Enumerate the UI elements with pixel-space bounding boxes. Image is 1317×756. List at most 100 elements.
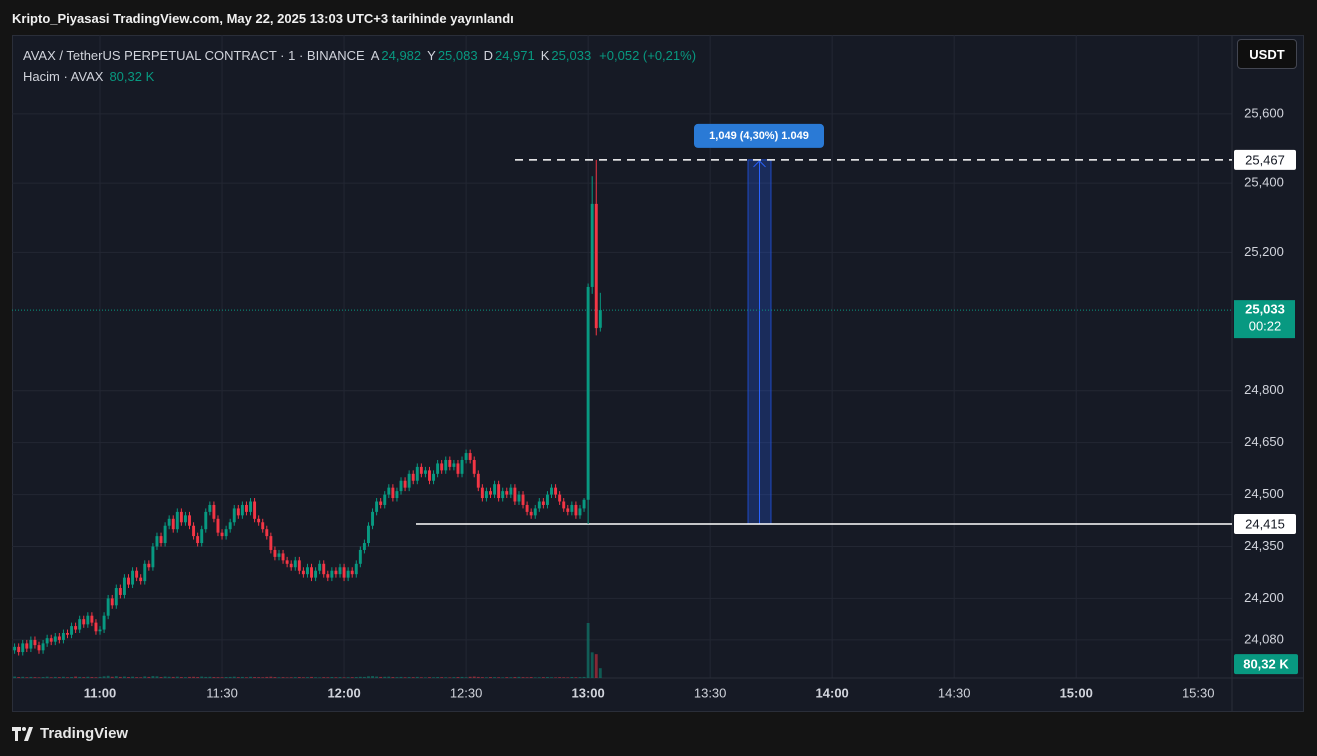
candle-body xyxy=(570,504,574,512)
candle-body xyxy=(175,511,179,530)
candle-body xyxy=(541,501,545,505)
candle-body xyxy=(82,619,86,625)
volume-bar xyxy=(322,677,326,678)
volume-bar xyxy=(200,676,204,678)
volume-bar xyxy=(78,676,82,678)
volume-bar xyxy=(432,677,435,678)
change: +0,052 (+0,21%) xyxy=(599,48,697,63)
candle-body xyxy=(440,463,444,471)
candle-body xyxy=(501,491,505,499)
candle-body xyxy=(460,459,464,474)
candle-body xyxy=(375,501,379,512)
candle-body xyxy=(432,473,436,481)
volume-bar xyxy=(318,677,322,678)
volume-bar xyxy=(509,677,513,678)
volume-bar xyxy=(240,676,244,678)
candle-body xyxy=(179,511,183,523)
volume-bar xyxy=(29,676,33,678)
candle-body xyxy=(155,536,159,547)
candle-body xyxy=(468,453,472,460)
volume-bar xyxy=(143,676,147,678)
symbol: AVAX / TetherUS PERPETUAL CONTRACT · 1 ·… xyxy=(23,48,365,63)
volume-bar xyxy=(505,677,509,678)
candle-body xyxy=(533,508,537,516)
volume-bar xyxy=(436,677,440,678)
volume-bar xyxy=(13,676,17,678)
candle-body xyxy=(322,563,326,575)
volume-bar xyxy=(440,677,444,678)
volume-bar xyxy=(456,677,460,678)
page-title: Kripto_Piyasasi TradingView.com, May 22,… xyxy=(12,11,514,26)
candle-body xyxy=(277,553,281,557)
volume-bar xyxy=(131,676,134,678)
x-tick-label: 15:00 xyxy=(1060,685,1093,700)
candle-body xyxy=(346,570,350,578)
candle-body xyxy=(70,626,74,635)
candle-body xyxy=(326,574,330,578)
volume-bar xyxy=(204,676,208,678)
candle-body xyxy=(525,504,529,512)
x-tick-label: 15:30 xyxy=(1182,685,1215,700)
volume-bar xyxy=(521,677,525,678)
candle-body xyxy=(171,518,175,530)
volume-bar xyxy=(70,677,73,678)
volume-bar xyxy=(558,677,562,678)
volume-bar xyxy=(147,676,151,678)
ohlc-value: 25,083 xyxy=(437,48,478,63)
volume-bar xyxy=(541,677,545,678)
volume-bar xyxy=(208,676,212,678)
currency-button[interactable]: USDT xyxy=(1237,39,1297,69)
volume-bar xyxy=(371,676,374,678)
volume-bar xyxy=(45,676,49,678)
candle-body xyxy=(61,633,65,640)
candle-body xyxy=(419,466,423,474)
y-tick-label: 24,350 xyxy=(1244,538,1284,553)
measure-label-bg xyxy=(694,123,824,148)
last-price-tag xyxy=(1234,300,1295,339)
candle-body xyxy=(391,487,395,499)
volume-bar xyxy=(232,676,236,678)
volume-bar xyxy=(411,677,415,678)
volume-bar xyxy=(570,677,574,678)
volume-bar xyxy=(61,676,65,678)
volume-bar xyxy=(546,677,549,678)
candle-body xyxy=(505,491,509,495)
candle-body xyxy=(135,570,139,578)
volume-bar xyxy=(114,676,118,678)
candle-body xyxy=(476,473,480,488)
volume-bar xyxy=(196,677,200,678)
volume-bar xyxy=(306,677,309,678)
volume-bar xyxy=(379,676,383,678)
volume-bar xyxy=(236,677,240,678)
volume-bar xyxy=(49,677,53,678)
volume-bar xyxy=(383,676,387,678)
volume-bar xyxy=(444,677,448,678)
volume-bar xyxy=(476,676,480,678)
volume-bar xyxy=(57,677,61,678)
volume-bar xyxy=(289,677,293,678)
volume-bar xyxy=(452,677,456,678)
candle-body xyxy=(33,639,37,646)
candle-body xyxy=(143,563,147,582)
ohlc-value: 25,033 xyxy=(551,48,592,63)
candle-body xyxy=(240,504,244,516)
volume-bar xyxy=(265,676,269,678)
candle-body xyxy=(582,499,586,509)
volume-value: 80,32 K xyxy=(109,69,155,84)
volume-bar xyxy=(529,677,533,678)
volume-bar xyxy=(485,677,488,678)
y-tick-label: 24,080 xyxy=(1244,631,1284,646)
volume-bar xyxy=(489,677,492,678)
candle-body xyxy=(224,529,228,537)
candle-body xyxy=(21,643,25,653)
x-tick-label: 11:00 xyxy=(84,685,117,700)
candle-body xyxy=(484,491,488,499)
x-tick-label: 12:30 xyxy=(450,685,483,700)
volume-bar xyxy=(310,676,313,678)
volume-bar xyxy=(159,677,163,678)
candle-body xyxy=(94,622,98,632)
candle-body xyxy=(305,567,309,575)
volume-bar xyxy=(497,677,501,678)
volume-bar xyxy=(590,652,594,678)
